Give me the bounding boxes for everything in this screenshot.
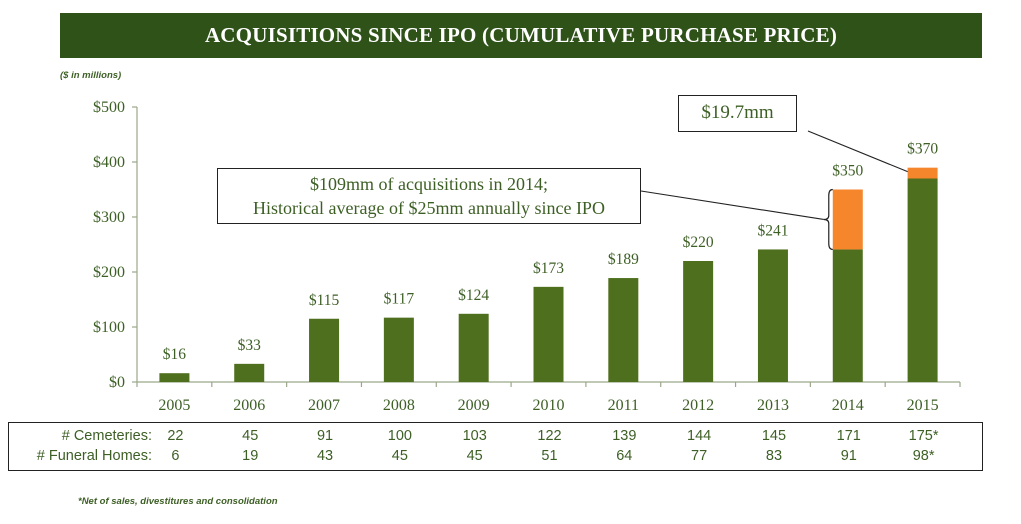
count-cell: 100 — [387, 428, 412, 444]
bar-cumulative — [907, 178, 938, 382]
data-labels: $16 $33 $115 $117 $124 $173 $189 $220 $241 $350 $3… — [163, 141, 939, 364]
y-tick-label: $0 — [109, 374, 125, 391]
funeral-homes-row: # Funeral Homes: 6 19 43 45 45 51 64 77 83 91 98* — [9, 448, 982, 468]
y-tick-label: $400 — [93, 154, 125, 171]
callout-lines — [640, 130, 908, 251]
bar-cumulative — [234, 363, 265, 382]
x-tick-label: 2014 — [832, 397, 864, 414]
x-tick-label: 2011 — [608, 397, 639, 414]
count-cell: 139 — [612, 428, 637, 444]
count-cell: 45 — [466, 448, 483, 464]
callout-line-2015 — [807, 130, 908, 173]
callout-2015: $19.7mm — [678, 95, 797, 132]
x-tick-label: 2010 — [533, 397, 565, 414]
count-cell: 43 — [316, 448, 334, 464]
count-cell: 175* — [908, 428, 939, 444]
y-tick-label: $200 — [93, 264, 125, 281]
count-cell: 64 — [616, 448, 633, 464]
bars — [159, 167, 938, 382]
bar-cumulative — [683, 261, 714, 382]
x-tick-label: 2007 — [308, 397, 340, 414]
bar-cumulative — [458, 313, 489, 382]
callout-line-2014 — [640, 190, 824, 221]
counts-table: # Cemeteries: 22 45 91 100 103 122 139 144 145 17… — [8, 422, 983, 471]
count-cell: 6 — [171, 448, 180, 464]
bar-cumulative — [533, 286, 564, 382]
count-cell: 98* — [912, 448, 935, 464]
count-cell: 171 — [836, 428, 861, 444]
count-cell: 19 — [242, 448, 259, 464]
count-cell: 103 — [462, 428, 487, 444]
data-label: $220 — [683, 234, 714, 251]
data-label: $124 — [458, 287, 489, 304]
y-tick-label: $300 — [93, 209, 125, 226]
footnote: *Net of sales, divestitures and consolid… — [78, 496, 278, 507]
bar-cumulative — [383, 317, 414, 382]
data-label: $189 — [608, 251, 639, 268]
count-cell: 83 — [765, 448, 783, 464]
y-tick-label: $500 — [93, 99, 125, 116]
bar-cumulative — [757, 249, 788, 382]
count-cell: 45 — [391, 448, 408, 464]
cemeteries-row: # Cemeteries: 22 45 91 100 103 122 139 144 145 17… — [9, 428, 982, 448]
data-label: $117 — [384, 291, 415, 308]
callout-2014-line-2: Historical average of $25mm annually sin… — [253, 198, 605, 218]
row-label: # Funeral Homes: — [36, 448, 152, 464]
count-cell: 51 — [541, 448, 558, 464]
x-tick-label: 2005 — [158, 397, 190, 414]
bar-cumulative — [832, 249, 863, 382]
callout-2015-text: $19.7mm — [701, 102, 774, 123]
x-tick-label: 2009 — [458, 397, 490, 414]
data-label: $115 — [309, 292, 340, 309]
count-cell: 91 — [840, 448, 857, 464]
count-cell: 145 — [761, 428, 787, 444]
data-label: $173 — [533, 260, 564, 277]
data-label: $33 — [238, 337, 262, 354]
page-title: ACQUISITIONS SINCE IPO (CUMULATIVE PURCH… — [204, 23, 838, 47]
data-label: $16 — [163, 346, 187, 363]
data-label: $241 — [757, 222, 788, 239]
data-label: $350 — [832, 163, 863, 180]
y-tick-label: $100 — [93, 319, 125, 336]
count-cell: 22 — [167, 428, 184, 444]
count-cell: 122 — [537, 428, 562, 444]
x-tick-label: 2013 — [757, 397, 789, 414]
data-label: $370 — [907, 141, 938, 158]
axes: $0 $100 $200 $300 $400 $500 2005 2006 2007 2008 20… — [93, 99, 961, 414]
callout-2014-line-1: $109mm of acquisitions in 2014; — [310, 174, 548, 194]
bar-cumulative — [608, 278, 639, 382]
bar-cumulative — [159, 373, 190, 382]
bar-period-acquisitions — [907, 167, 938, 179]
row-label: # Cemeteries: — [61, 428, 152, 444]
bar-period-acquisitions — [832, 189, 863, 250]
x-tick-label: 2008 — [383, 397, 415, 414]
x-tick-label: 2006 — [233, 397, 265, 414]
units-note: ($ in millions) — [60, 70, 122, 81]
count-cell: 45 — [242, 428, 259, 444]
brace-2014 — [823, 188, 833, 251]
callout-2014: $109mm of acquisitions in 2014; Historic… — [217, 168, 641, 224]
x-tick-label: 2012 — [682, 397, 714, 414]
title-bar: ACQUISITIONS SINCE IPO (CUMULATIVE PURCH… — [60, 13, 982, 58]
count-cell: 91 — [316, 428, 334, 444]
x-tick-label: 2015 — [907, 397, 939, 414]
count-cell: 144 — [687, 428, 712, 444]
count-cell: 77 — [691, 448, 708, 464]
bar-cumulative — [309, 318, 340, 382]
